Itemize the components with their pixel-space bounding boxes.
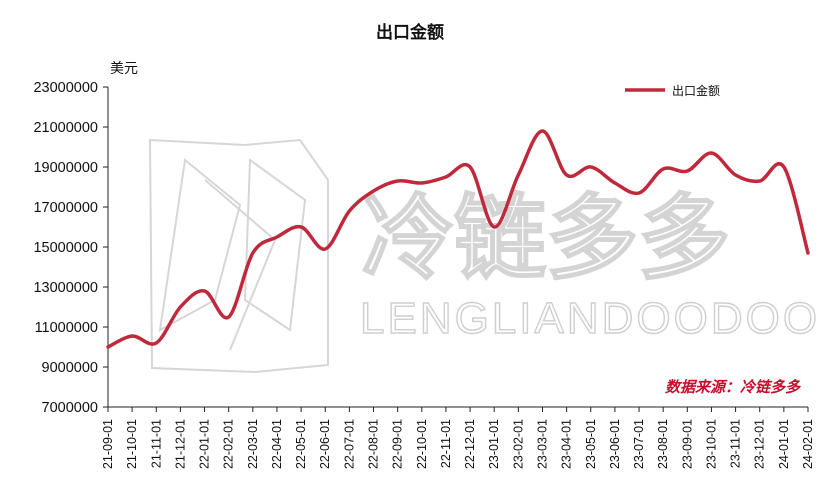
x-tick-label: 22-03-01	[246, 419, 260, 469]
y-tick-label: 13000000	[33, 280, 98, 296]
x-tick-label: 22-01-01	[198, 419, 212, 469]
x-tick-label: 24-01-01	[777, 419, 791, 469]
x-tick-label: 21-11-01	[149, 419, 163, 468]
x-tick-label: 23-06-01	[608, 419, 622, 469]
x-tick-label: 23-07-01	[632, 419, 646, 469]
x-tick-label: 23-04-01	[560, 419, 574, 469]
chart-title: 出口金额	[376, 22, 444, 43]
x-tick-label: 23-11-01	[729, 419, 743, 468]
x-tick-label: 22-02-01	[222, 419, 236, 469]
x-tick-label: 22-07-01	[342, 419, 356, 469]
x-tick-label: 23-08-01	[656, 419, 670, 469]
watermark-logo-shape	[148, 138, 329, 374]
x-tick-label: 23-10-01	[704, 419, 718, 469]
x-ticks: 21-09-01 21-10-01 21-11-01 21-12-01 22-01-01…	[101, 407, 815, 469]
y-ticks: 23000000 21000000 19000000 17000000 15000000…	[33, 80, 108, 416]
x-tick-label: 22-08-01	[367, 419, 381, 469]
x-tick-label: 23-12-01	[753, 419, 767, 469]
x-tick-label: 23-03-01	[535, 419, 549, 469]
series-line-export-amount	[106, 129, 810, 349]
y-tick-label: 7000000	[42, 400, 98, 416]
watermark-han-text: 冷链多多	[362, 185, 730, 292]
watermark: 冷链多多 LENGLIANDOODOO	[148, 138, 820, 374]
data-source-note: 数据来源：冷链多多	[665, 378, 801, 396]
y-tick-label: 15000000	[33, 240, 98, 256]
legend-label: 出口金额	[672, 83, 720, 98]
x-tick-label: 21-12-01	[173, 419, 187, 469]
y-tick-label: 23000000	[33, 80, 98, 96]
x-tick-label: 22-09-01	[391, 419, 405, 469]
y-tick-label: 17000000	[33, 200, 98, 216]
x-tick-label: 22-10-01	[415, 419, 429, 469]
legend: 出口金额	[625, 83, 720, 98]
x-tick-label: 24-02-01	[801, 419, 815, 469]
x-tick-label: 23-09-01	[680, 419, 694, 469]
x-tick-label: 22-06-01	[318, 419, 332, 469]
x-tick-label: 22-04-01	[270, 419, 284, 469]
x-tick-label: 23-05-01	[584, 419, 598, 469]
x-tick-label: 22-12-01	[463, 419, 477, 469]
watermark-latin-text: LENGLIANDOODOO	[360, 294, 820, 343]
y-tick-label: 19000000	[33, 160, 98, 176]
x-tick-label: 21-09-01	[101, 419, 115, 469]
x-tick-label: 22-05-01	[294, 419, 308, 469]
y-tick-label: 9000000	[42, 360, 98, 376]
x-tick-label: 23-01-01	[487, 419, 501, 469]
x-tick-label: 22-11-01	[439, 419, 453, 468]
x-tick-label: 23-02-01	[511, 419, 525, 469]
y-tick-label: 11000000	[35, 320, 98, 336]
x-tick-label: 21-10-01	[125, 419, 139, 469]
y-tick-label: 21000000	[33, 120, 98, 136]
y-axis-unit: 美元	[110, 61, 138, 77]
